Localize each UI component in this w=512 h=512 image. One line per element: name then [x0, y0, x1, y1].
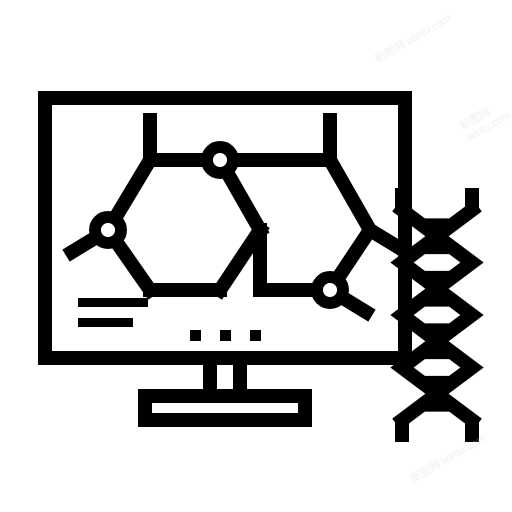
bioinformatics-icon: 新图网 ixintu.com新图网 ixintu.com新图网 ixintu.c…: [0, 0, 512, 512]
bioinformatics-svg: [0, 0, 512, 512]
